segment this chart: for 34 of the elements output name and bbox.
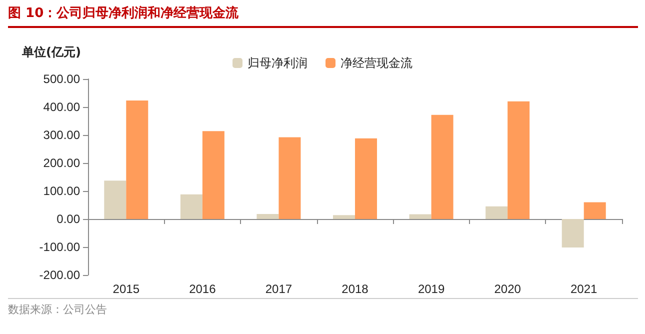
- source-note: 数据来源：公司公告: [8, 298, 638, 317]
- bar: [355, 138, 377, 219]
- bar: [486, 206, 508, 219]
- y-tick-label: -200.00: [39, 268, 80, 282]
- bar: [256, 214, 279, 219]
- bar: [584, 202, 606, 219]
- bar: [180, 194, 202, 219]
- x-tick-label: 2015: [112, 282, 140, 296]
- y-tick-label: 200.00: [43, 156, 80, 170]
- bar: [126, 100, 148, 219]
- y-tick-label: 300.00: [43, 128, 80, 142]
- x-tick-label: 2021: [570, 282, 598, 296]
- bar: [409, 214, 432, 219]
- y-tick-label: 0.00: [56, 212, 80, 226]
- y-tick-label: 400.00: [43, 100, 80, 114]
- legend-label: 净经营现金流: [340, 56, 412, 70]
- bar: [431, 114, 454, 219]
- y-tick-label: 500.00: [43, 72, 80, 86]
- bar: [562, 219, 584, 248]
- bar: [278, 137, 301, 219]
- y-tick-label: 100.00: [43, 184, 80, 198]
- bar: [104, 180, 126, 219]
- y-axis-title: 单位(亿元): [22, 44, 81, 61]
- chart-title: 图 10：公司归母净利润和净经营现金流: [8, 4, 638, 28]
- bar: [508, 101, 530, 219]
- legend-label: 归母净利润: [248, 56, 308, 70]
- x-tick-label: 2019: [418, 282, 445, 296]
- bar: [333, 215, 355, 219]
- bar: [202, 131, 224, 219]
- x-tick-label: 2018: [342, 282, 369, 296]
- x-tick-label: 2020: [494, 282, 522, 296]
- x-tick-label: 2016: [189, 282, 216, 296]
- x-tick-label: 2017: [265, 282, 292, 296]
- y-tick-label: -100.00: [39, 240, 80, 254]
